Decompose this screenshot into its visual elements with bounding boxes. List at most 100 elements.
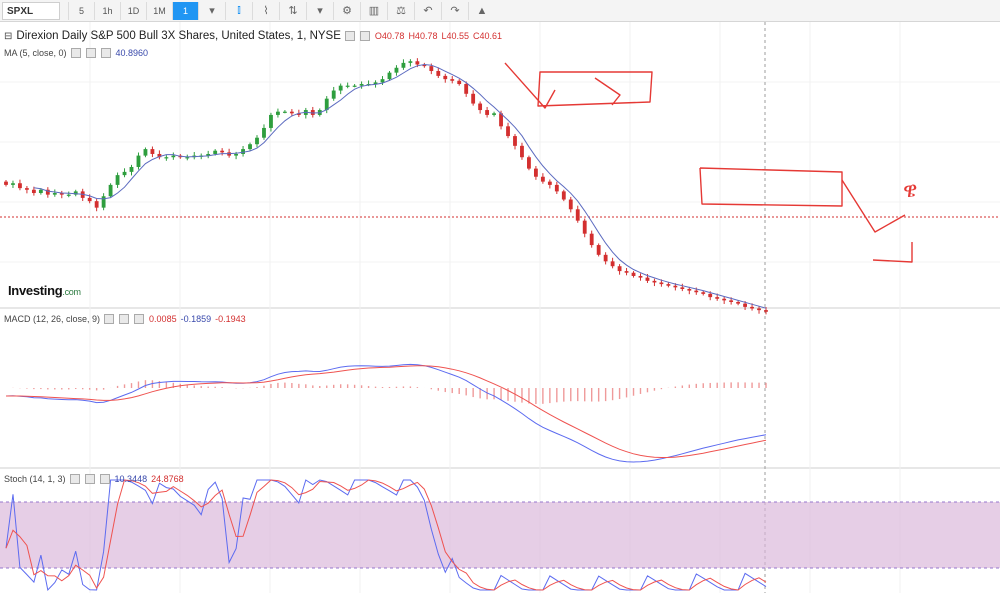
candle-body xyxy=(213,150,218,154)
candle-body xyxy=(471,93,476,104)
candle-body xyxy=(87,197,92,202)
stoch-label: Stoch (14, 1, 3) xyxy=(4,474,66,484)
candle-body xyxy=(736,302,741,304)
collapse-icon[interactable]: ⊟ xyxy=(4,30,13,42)
candle-body xyxy=(136,155,141,167)
candle-body xyxy=(499,113,503,127)
price-legend: ⊟ Direxion Daily S&P 500 Bull 3X Shares,… xyxy=(4,30,502,42)
candle-body xyxy=(506,126,510,137)
candle-body xyxy=(568,199,573,210)
interval-1d-button[interactable]: 1D xyxy=(120,1,146,20)
symbol-input[interactable]: SPXL xyxy=(2,1,60,20)
investing-logo: Investing.com xyxy=(8,283,81,298)
candle-body xyxy=(575,209,580,221)
annotation-text: ዌ xyxy=(903,177,917,202)
close-icon[interactable] xyxy=(134,314,145,324)
close-icon[interactable] xyxy=(100,48,111,58)
candle-body xyxy=(743,303,747,307)
candle-body xyxy=(122,171,127,176)
macd-line xyxy=(5,363,767,463)
candle-body xyxy=(157,153,162,158)
annotation-slash xyxy=(594,77,621,106)
candle-body xyxy=(408,61,413,63)
annotation-projection-hook xyxy=(872,242,913,263)
settings-icon[interactable] xyxy=(359,31,370,41)
candle-body xyxy=(11,183,15,185)
chart-canvas[interactable]: ዌ xyxy=(0,22,1000,593)
candle-body xyxy=(4,181,8,185)
candle-body xyxy=(610,261,615,267)
candle-body xyxy=(206,153,211,156)
ma-legend: MA (5, close, 0) 40.8960 xyxy=(4,48,148,58)
candle-body xyxy=(401,62,406,68)
ma-line xyxy=(33,63,767,309)
candle-body xyxy=(255,137,259,145)
chevron-down-icon[interactable]: ▾ xyxy=(306,1,333,20)
candle-body xyxy=(310,110,315,115)
balance-icon[interactable]: ⚖ xyxy=(387,1,414,20)
eye-icon[interactable] xyxy=(69,474,80,484)
annotation-box-right xyxy=(699,167,843,207)
candlestick-icon[interactable]: ⫾ xyxy=(225,1,252,20)
redo-icon[interactable]: ↷ xyxy=(441,1,468,20)
compare-icon[interactable]: ⇅ xyxy=(279,1,306,20)
ma-value: 40.8960 xyxy=(115,48,149,58)
candle-body xyxy=(171,155,176,158)
high-value: H40.78 xyxy=(408,31,438,41)
undo-icon[interactable]: ↶ xyxy=(414,1,441,20)
stoch-k-value: 10.3448 xyxy=(114,474,148,484)
stoch-d-value: 24.8768 xyxy=(151,474,184,484)
macd-signal-line xyxy=(6,365,767,458)
chevron-down-icon[interactable]: ▾ xyxy=(198,1,225,20)
macd-hist-value: 0.0085 xyxy=(149,314,177,324)
eye-icon[interactable] xyxy=(70,48,81,58)
candle-body xyxy=(262,127,266,138)
close-icon[interactable] xyxy=(99,474,110,484)
candle-body xyxy=(38,189,43,194)
candle-body xyxy=(115,175,120,185)
candle-body xyxy=(94,201,99,208)
candle-body xyxy=(66,194,71,196)
candles xyxy=(4,58,768,315)
candle-body xyxy=(164,157,169,159)
bell-icon[interactable]: ▲ xyxy=(468,1,495,20)
interval-5-button[interactable]: 5 xyxy=(68,1,94,20)
candle-body xyxy=(352,85,357,87)
candle-body xyxy=(380,79,385,83)
settings-icon[interactable] xyxy=(84,474,95,484)
candle-body xyxy=(715,297,720,299)
candle-body xyxy=(143,149,148,156)
candle-body xyxy=(150,149,155,154)
candle-body xyxy=(596,245,601,255)
candle-body xyxy=(450,79,455,81)
candle-body xyxy=(464,84,469,94)
candle-body xyxy=(443,75,448,80)
candle-body xyxy=(248,144,252,150)
candle-body xyxy=(666,284,671,286)
settings-icon[interactable] xyxy=(119,314,130,324)
candle-body xyxy=(631,272,636,276)
candle-body xyxy=(513,136,517,146)
interval-1m-button[interactable]: 1M xyxy=(146,1,172,20)
candle-body xyxy=(31,189,36,194)
candle-body xyxy=(589,233,594,246)
indicators-icon[interactable]: ▥ xyxy=(360,1,387,20)
candle-body xyxy=(457,80,462,85)
interval-1-button[interactable]: 1 xyxy=(172,1,198,20)
candle-body xyxy=(645,277,650,281)
candle-body xyxy=(638,275,643,278)
gear-icon[interactable]: ⚙ xyxy=(333,1,360,20)
area-chart-icon[interactable]: ⌇ xyxy=(252,1,279,20)
eye-icon[interactable] xyxy=(104,314,115,324)
annotation-arrow-down xyxy=(504,62,556,109)
candle-body xyxy=(269,114,273,128)
candle-body xyxy=(708,293,713,298)
settings-icon[interactable] xyxy=(85,48,96,58)
eye-icon[interactable] xyxy=(344,31,355,41)
interval-1h-button[interactable]: 1h xyxy=(94,1,120,20)
candle-body xyxy=(45,189,50,195)
candle-body xyxy=(359,84,364,86)
candle-body xyxy=(603,254,608,262)
macd-signal-value: -0.1943 xyxy=(215,314,246,324)
candle-body xyxy=(59,193,64,195)
